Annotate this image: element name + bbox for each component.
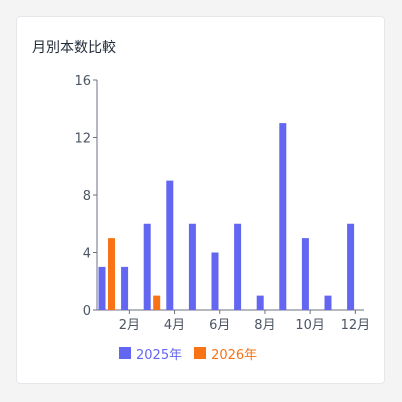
legend-swatch-2026 xyxy=(194,347,207,359)
bar-2025-6月 xyxy=(211,252,219,310)
y-tick-label: 8 xyxy=(83,189,91,204)
legend-item-2025[interactable]: 2025年 xyxy=(119,344,182,363)
legend-label-2025: 2025年 xyxy=(136,347,183,363)
y-tick-label: 0 xyxy=(83,304,91,319)
x-tick-label: 8月 xyxy=(254,318,275,333)
bar-2025-8月 xyxy=(256,295,264,310)
x-tick-label: 10月 xyxy=(295,318,325,333)
bar-2025-5月 xyxy=(188,223,196,310)
legend-label-2026: 2026年 xyxy=(211,347,258,363)
bar-2025-12月 xyxy=(347,223,355,310)
legend-swatch-2025 xyxy=(119,347,131,359)
bar-chart: 0 4 8 12 16 2月 4月 6月 8月 10月 12月 xyxy=(74,74,371,333)
y-tick-label: 16 xyxy=(74,74,91,89)
chart-card: 月別本数比較 0 4 8 12 16 2月 4月 6月 8月 10月 12月 2025年 2026年 xyxy=(16,16,385,384)
chart-title: 月別本数比較 xyxy=(32,40,116,56)
bar-2025-3月 xyxy=(143,223,151,310)
bar-2025-4月 xyxy=(166,180,174,310)
bar-2025-7月 xyxy=(234,223,242,310)
y-tick-label: 12 xyxy=(74,132,91,147)
bar-2026-3月 xyxy=(153,295,161,310)
x-tick-label: 12月 xyxy=(341,318,371,333)
x-tick-label: 6月 xyxy=(209,318,230,333)
legend-item-2026[interactable]: 2026年 xyxy=(194,344,257,363)
y-tick-label: 4 xyxy=(83,247,91,262)
bar-2025-2月 xyxy=(121,266,129,310)
bar-2025-9月 xyxy=(279,123,287,310)
bar-2025-11月 xyxy=(324,295,332,310)
bar-2025-1月 xyxy=(98,266,106,310)
bar-2026-1月 xyxy=(108,238,115,310)
bar-2025-10月 xyxy=(301,238,309,310)
x-tick-label: 4月 xyxy=(164,318,185,333)
chart-legend: 2025年 2026年 xyxy=(119,343,257,363)
x-tick-label: 2月 xyxy=(119,318,140,333)
